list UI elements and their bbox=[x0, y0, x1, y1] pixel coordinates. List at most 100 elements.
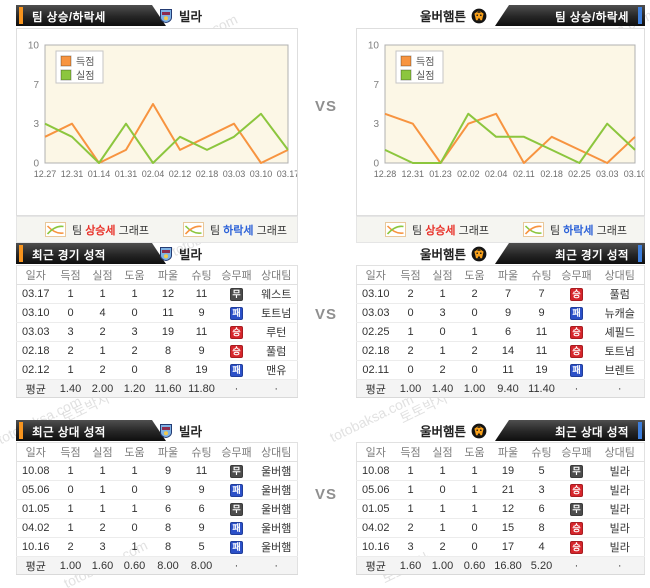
table-cell: 1 bbox=[394, 461, 427, 481]
graph-legend-text: 팀 상승세 그래프 bbox=[412, 224, 489, 237]
table-cell: 21 bbox=[490, 480, 526, 500]
table-cell: 빌라 bbox=[595, 537, 645, 557]
table-cell: 02.25 bbox=[356, 322, 395, 342]
table-row: 10.16 3 2 0 17 4 승 빌라 bbox=[356, 537, 645, 557]
average-cell: 0.60 bbox=[118, 556, 151, 575]
table-cell: 0 bbox=[118, 518, 151, 538]
table-cell: 1 bbox=[54, 360, 87, 380]
table-cell: 9 bbox=[490, 303, 526, 323]
table-cell: 0 bbox=[54, 303, 87, 323]
table-cell: 5 bbox=[185, 537, 218, 557]
table-cell: 6 bbox=[185, 499, 218, 519]
table-cell: 03.10 bbox=[356, 284, 395, 304]
orange-accent-bar bbox=[19, 245, 23, 262]
y-tick-label: 3 bbox=[33, 119, 39, 130]
fall-graph-icon bbox=[522, 222, 544, 237]
table-cell: 1 bbox=[86, 341, 119, 361]
team-label-left: 빌라 bbox=[158, 6, 202, 25]
table-cell: 2 bbox=[426, 360, 459, 380]
table-cell: 2 bbox=[54, 341, 87, 361]
section-title-bar: 최근 상대 성적 bbox=[495, 420, 645, 441]
table-cell: 1 bbox=[458, 322, 491, 342]
y-tick-label: 7 bbox=[373, 80, 379, 91]
result-badge: 승 bbox=[230, 344, 243, 358]
trend-line-chart: 0 3 7 10 12.28 12.31 01.23 02.02 02.04 02.11 02.18… bbox=[368, 41, 646, 180]
stats-table: 일자 득점 실점 도움 파울 슈팅 승무패 상대팀 03.10 2 1 2 7 7 승 풀럼 03.03 0 3 0 9… bbox=[356, 265, 645, 398]
series-line bbox=[44, 112, 289, 164]
table-cell: 9 bbox=[150, 480, 186, 500]
chart-footer-legend-right: 팀 상승세 그래프 팀 하락세 그래프 bbox=[356, 216, 645, 243]
table-cell: 2 bbox=[394, 518, 427, 538]
table-cell: 1 bbox=[118, 537, 151, 557]
column-header: 실점 bbox=[86, 265, 119, 285]
table-cell: 브렌트 bbox=[595, 360, 645, 380]
table-row: 03.03 3 2 3 19 11 승 루턴 bbox=[16, 322, 298, 342]
y-tick-label: 10 bbox=[28, 41, 40, 52]
section-title: 최근 상대 성적 bbox=[32, 427, 106, 439]
column-header: 득점 bbox=[394, 442, 427, 462]
table-cell: 3 bbox=[118, 322, 151, 342]
average-row: 평균 1.60 1.00 0.60 16.80 5.20 · · bbox=[356, 556, 645, 575]
average-cell: 11.40 bbox=[525, 379, 558, 398]
column-header: 도움 bbox=[458, 265, 491, 285]
average-cell: 8.00 bbox=[150, 556, 186, 575]
table-cell: 8 bbox=[525, 518, 558, 538]
average-row: 평균 1.40 2.00 1.20 11.60 11.80 · · bbox=[16, 379, 298, 398]
table-cell: 1 bbox=[54, 518, 87, 538]
table-cell: 루턴 bbox=[255, 322, 298, 342]
table-row: 03.03 0 3 0 9 9 패 뉴캐슬 bbox=[356, 303, 645, 323]
table-cell: 8 bbox=[150, 341, 186, 361]
average-cell: 1.40 bbox=[426, 379, 459, 398]
table-row: 01.05 1 1 1 6 6 무 울버햄 bbox=[16, 499, 298, 519]
result-badge: 패 bbox=[230, 306, 243, 320]
graph-legend-item: 팀 상승세 그래프 bbox=[385, 222, 489, 238]
table-cell: 울버햄 bbox=[255, 499, 298, 519]
table-cell: 2 bbox=[458, 341, 491, 361]
orange-accent-bar bbox=[19, 422, 23, 439]
column-header: 실점 bbox=[426, 265, 459, 285]
chart-legend-label: 실점 bbox=[416, 70, 434, 82]
result-badge: 승 bbox=[570, 521, 583, 535]
average-cell: · bbox=[557, 556, 596, 575]
table-cell: 0 bbox=[394, 360, 427, 380]
table-row: 03.10 2 1 2 7 7 승 풀럼 bbox=[356, 284, 645, 304]
result-badge: 승 bbox=[570, 287, 583, 301]
table-row: 03.10 0 4 0 11 9 패 토트넘 bbox=[16, 303, 298, 323]
x-tick-label: 12.28 bbox=[374, 169, 397, 179]
graph-legend-text: 팀 상승세 그래프 bbox=[72, 224, 149, 237]
table-cell: 9 bbox=[185, 303, 218, 323]
fall-graph-icon bbox=[182, 222, 204, 237]
column-header: 실점 bbox=[86, 442, 119, 462]
table-cell: 9 bbox=[185, 341, 218, 361]
table-cell: 1 bbox=[118, 499, 151, 519]
team-label-left: 빌라 bbox=[158, 421, 202, 440]
average-cell: · bbox=[557, 379, 596, 398]
table-cell: 6 bbox=[525, 499, 558, 519]
table-cell: 11 bbox=[525, 341, 558, 361]
average-cell: 11.60 bbox=[150, 379, 186, 398]
table-cell: 03.03 bbox=[356, 303, 395, 323]
x-tick-label: 03.17 bbox=[277, 169, 297, 179]
table-cell: 0 bbox=[118, 303, 151, 323]
stats-table: 일자 득점 실점 도움 파울 슈팅 승무패 상대팀 10.08 1 1 1 9 11 무 울버햄 05.06 0 1… bbox=[16, 442, 298, 575]
column-header: 파울 bbox=[490, 265, 526, 285]
table-cell: 빌라 bbox=[595, 480, 645, 500]
table-cell: 2 bbox=[86, 322, 119, 342]
series-line bbox=[384, 112, 636, 164]
y-tick-label: 0 bbox=[33, 159, 39, 170]
team-label-left: 빌라 bbox=[158, 244, 202, 263]
table-cell: 0 bbox=[426, 322, 459, 342]
result-badge: 승 bbox=[570, 344, 583, 358]
table-cell: 1 bbox=[118, 461, 151, 481]
table-cell: 19 bbox=[525, 360, 558, 380]
table-cell: 12 bbox=[490, 499, 526, 519]
column-header: 일자 bbox=[356, 265, 395, 285]
rise-graph-icon bbox=[45, 222, 66, 237]
table-cell: 03.03 bbox=[16, 322, 55, 342]
wolves-badge-icon bbox=[471, 246, 487, 262]
table-row: 02.18 2 1 2 8 9 승 풀럼 bbox=[16, 341, 298, 361]
table-cell: 7 bbox=[490, 284, 526, 304]
vs-label: VS bbox=[314, 98, 337, 115]
table-cell: 9 bbox=[185, 518, 218, 538]
